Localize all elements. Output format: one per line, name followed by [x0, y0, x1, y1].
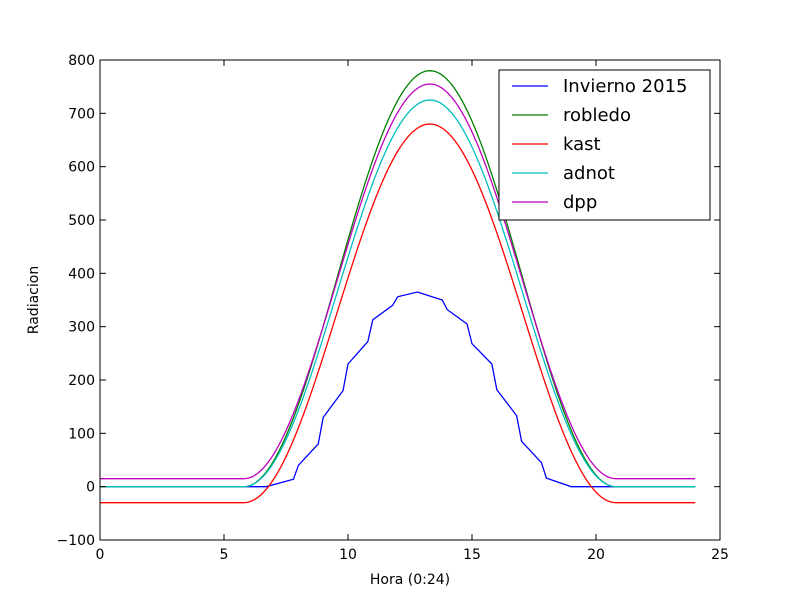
- series-layer: [100, 70, 696, 504]
- legend-label: robledo: [563, 105, 631, 126]
- y-tick-label: 700: [68, 106, 95, 122]
- x-tick-label: 10: [339, 547, 357, 563]
- series-line-0: [100, 291, 696, 488]
- y-tick-label: 300: [68, 320, 95, 336]
- y-tick-label: 0: [86, 480, 95, 496]
- legend-label: Invierno 2015: [563, 76, 687, 97]
- y-tick-label: −100: [57, 533, 95, 549]
- y-tick-label: 100: [68, 426, 95, 442]
- y-tick-label: 400: [68, 266, 95, 282]
- legend-label: dpp: [563, 192, 597, 213]
- y-tick-label: 500: [68, 213, 95, 229]
- legend-label: adnot: [563, 163, 615, 184]
- y-axis-label: Radiacion: [26, 266, 42, 334]
- x-tick-label: 25: [711, 547, 729, 563]
- y-tick-label: 600: [68, 160, 95, 176]
- x-tick-label: 20: [587, 547, 605, 563]
- x-tick-label: 5: [220, 547, 229, 563]
- plot-frame: [99, 59, 721, 541]
- x-axis-label: Hora (0:24): [370, 572, 450, 588]
- legend: Invierno 2015 robledo kast adnot dpp: [498, 69, 711, 221]
- series-line-2: [100, 123, 696, 504]
- x-tick-label: 0: [96, 547, 105, 563]
- y-tick-label: 200: [68, 373, 95, 389]
- x-tick-label: 15: [463, 547, 481, 563]
- series-line-3: [100, 99, 696, 488]
- legend-box: [498, 69, 711, 221]
- series-line-4: [100, 83, 696, 480]
- y-tick-label: 800: [68, 53, 95, 69]
- legend-label: kast: [563, 134, 601, 155]
